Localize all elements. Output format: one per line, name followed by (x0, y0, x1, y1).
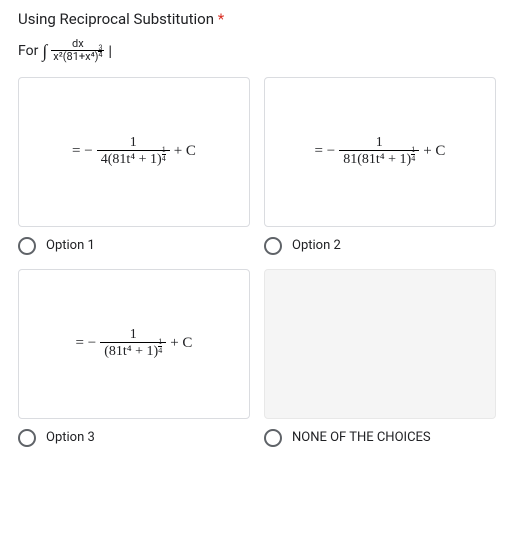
for-expression: For ∫ dx x²(81+x⁴)34 | (18, 38, 502, 65)
option-3-label-row[interactable]: Option 3 (18, 429, 250, 447)
integrand-fraction: dx x²(81+x⁴)34 (51, 38, 104, 65)
option-4-label: NONE OF THE CHOICES (292, 430, 431, 445)
exponent-3-4: 34 (98, 45, 102, 59)
option-1-block: = − 1 4(81t⁴ + 1)14 + C Option 1 (18, 77, 250, 255)
option-2-label-row[interactable]: Option 2 (264, 237, 496, 255)
pipe-bar: | (108, 42, 112, 60)
option-4-label-row[interactable]: NONE OF THE CHOICES (264, 429, 496, 447)
option-1-card[interactable]: = − 1 4(81t⁴ + 1)14 + C (18, 77, 250, 227)
option-4-card[interactable] (264, 269, 496, 419)
question-title: Using Reciprocal Substitution * (18, 10, 502, 28)
radio-icon[interactable] (18, 237, 36, 255)
option-3-block: = − 1 (81t⁴ + 1)14 + C Option 3 (18, 269, 250, 447)
integrand-denominator: x²(81+x⁴)34 (51, 50, 104, 65)
option-2-math: = − 1 81(81t⁴ + 1)14 + C (315, 135, 446, 170)
required-asterisk: * (218, 10, 224, 28)
radio-icon[interactable] (264, 237, 282, 255)
option-2-block: = − 1 81(81t⁴ + 1)14 + C Option 2 (264, 77, 496, 255)
for-label: For (18, 43, 38, 59)
integrand-numerator: dx (70, 38, 86, 50)
integral-symbol: ∫ (42, 41, 47, 62)
title-text: Using Reciprocal Substitution (18, 10, 214, 28)
radio-icon[interactable] (18, 429, 36, 447)
option-2-card[interactable]: = − 1 81(81t⁴ + 1)14 + C (264, 77, 496, 227)
option-3-label: Option 3 (46, 430, 95, 445)
radio-icon[interactable] (264, 429, 282, 447)
option-1-math: = − 1 4(81t⁴ + 1)14 + C (72, 135, 196, 170)
option-2-label: Option 2 (292, 238, 341, 253)
option-3-card[interactable]: = − 1 (81t⁴ + 1)14 + C (18, 269, 250, 419)
option-1-label: Option 1 (46, 238, 95, 253)
option-4-block: NONE OF THE CHOICES (264, 269, 496, 447)
option-3-math: = − 1 (81t⁴ + 1)14 + C (76, 327, 193, 362)
option-1-label-row[interactable]: Option 1 (18, 237, 250, 255)
options-grid: = − 1 4(81t⁴ + 1)14 + C Option 1 = − 1 (18, 77, 502, 447)
